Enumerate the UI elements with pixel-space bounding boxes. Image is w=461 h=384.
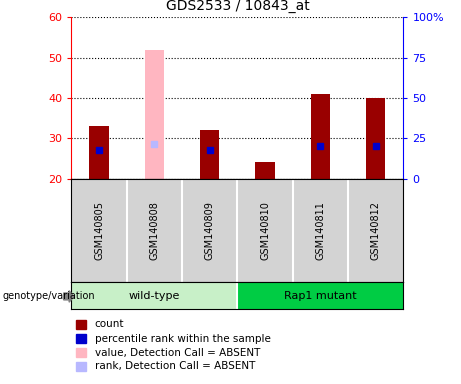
Bar <box>237 282 403 309</box>
Text: GSM140808: GSM140808 <box>149 201 160 260</box>
Bar <box>71 282 237 309</box>
Text: GSM140810: GSM140810 <box>260 201 270 260</box>
Text: GSM140805: GSM140805 <box>94 201 104 260</box>
Text: percentile rank within the sample: percentile rank within the sample <box>95 334 271 344</box>
Bar <box>311 94 330 179</box>
Bar <box>89 126 109 179</box>
Text: GSM140809: GSM140809 <box>205 201 215 260</box>
Text: wild-type: wild-type <box>129 291 180 301</box>
Bar <box>145 50 164 179</box>
Text: genotype/variation: genotype/variation <box>2 291 95 301</box>
Title: GDS2533 / 10843_at: GDS2533 / 10843_at <box>165 0 309 13</box>
Text: value, Detection Call = ABSENT: value, Detection Call = ABSENT <box>95 348 260 358</box>
Bar <box>366 98 385 179</box>
Text: count: count <box>95 319 124 329</box>
Text: rank, Detection Call = ABSENT: rank, Detection Call = ABSENT <box>95 361 255 371</box>
Text: GSM140812: GSM140812 <box>371 201 381 260</box>
Bar <box>200 130 219 179</box>
Text: GSM140811: GSM140811 <box>315 201 325 260</box>
Text: Rap1 mutant: Rap1 mutant <box>284 291 357 301</box>
Bar <box>255 162 275 179</box>
